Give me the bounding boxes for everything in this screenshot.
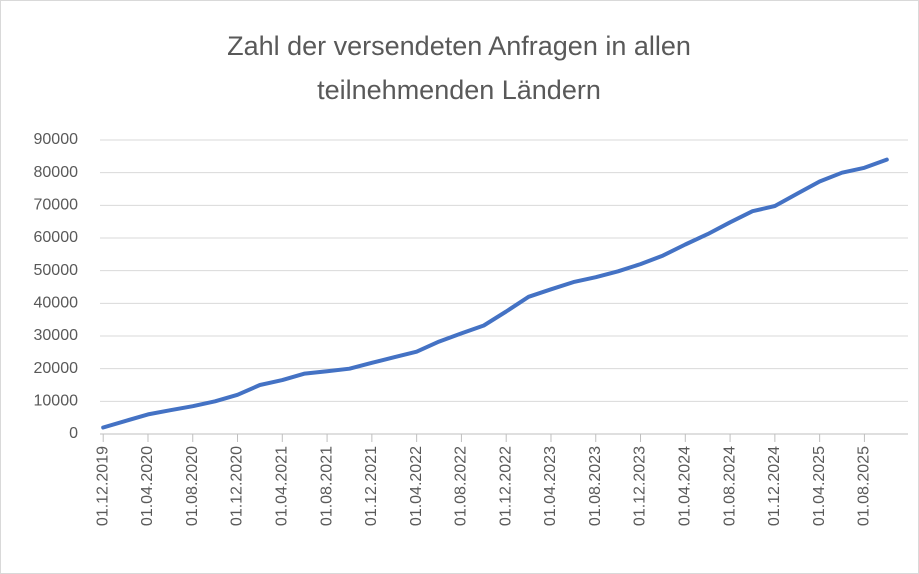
x-tick-label: 01.12.2019: [94, 446, 111, 526]
y-tick-label: 30000: [34, 327, 79, 344]
x-tick-label: 01.08.2021: [318, 446, 335, 526]
data-line: [101, 157, 889, 430]
x-tick-label: 01.08.2020: [184, 446, 201, 526]
x-tick-label: 01.04.2021: [274, 446, 291, 526]
x-tick-label: 01.04.2022: [408, 446, 425, 526]
x-tick-label: 01.12.2020: [229, 446, 246, 526]
x-tick-label: 01.04.2023: [542, 446, 559, 526]
y-tick-label: 90000: [34, 131, 79, 148]
x-tick-label: 01.04.2025: [811, 446, 828, 526]
y-tick-label: 0: [69, 425, 78, 442]
y-tick-label: 40000: [34, 295, 79, 312]
x-tick-label: 01.12.2022: [497, 446, 514, 526]
chart-title: Zahl der versendeten Anfragen in allen t…: [227, 31, 691, 105]
y-tick-label: 80000: [34, 164, 79, 181]
x-tick-label: 01.08.2024: [721, 446, 738, 526]
x-tick-label: 01.12.2024: [766, 446, 783, 526]
x-tick-label: 01.08.2025: [856, 446, 873, 526]
x-tick-label: 01.12.2021: [363, 446, 380, 526]
x-tick-label: 01.04.2024: [677, 446, 694, 526]
y-tick-label: 50000: [34, 262, 79, 279]
x-tick-label: 01.04.2020: [139, 446, 156, 526]
y-tick-label: 60000: [34, 229, 79, 246]
x-tick-label: 01.08.2023: [587, 446, 604, 526]
y-tick-label: 10000: [34, 393, 79, 410]
y-tick-label: 70000: [34, 197, 79, 214]
x-tick-label: 01.08.2022: [453, 446, 470, 526]
y-tick-label: 20000: [34, 360, 79, 377]
x-tick-label: 01.12.2023: [632, 446, 649, 526]
